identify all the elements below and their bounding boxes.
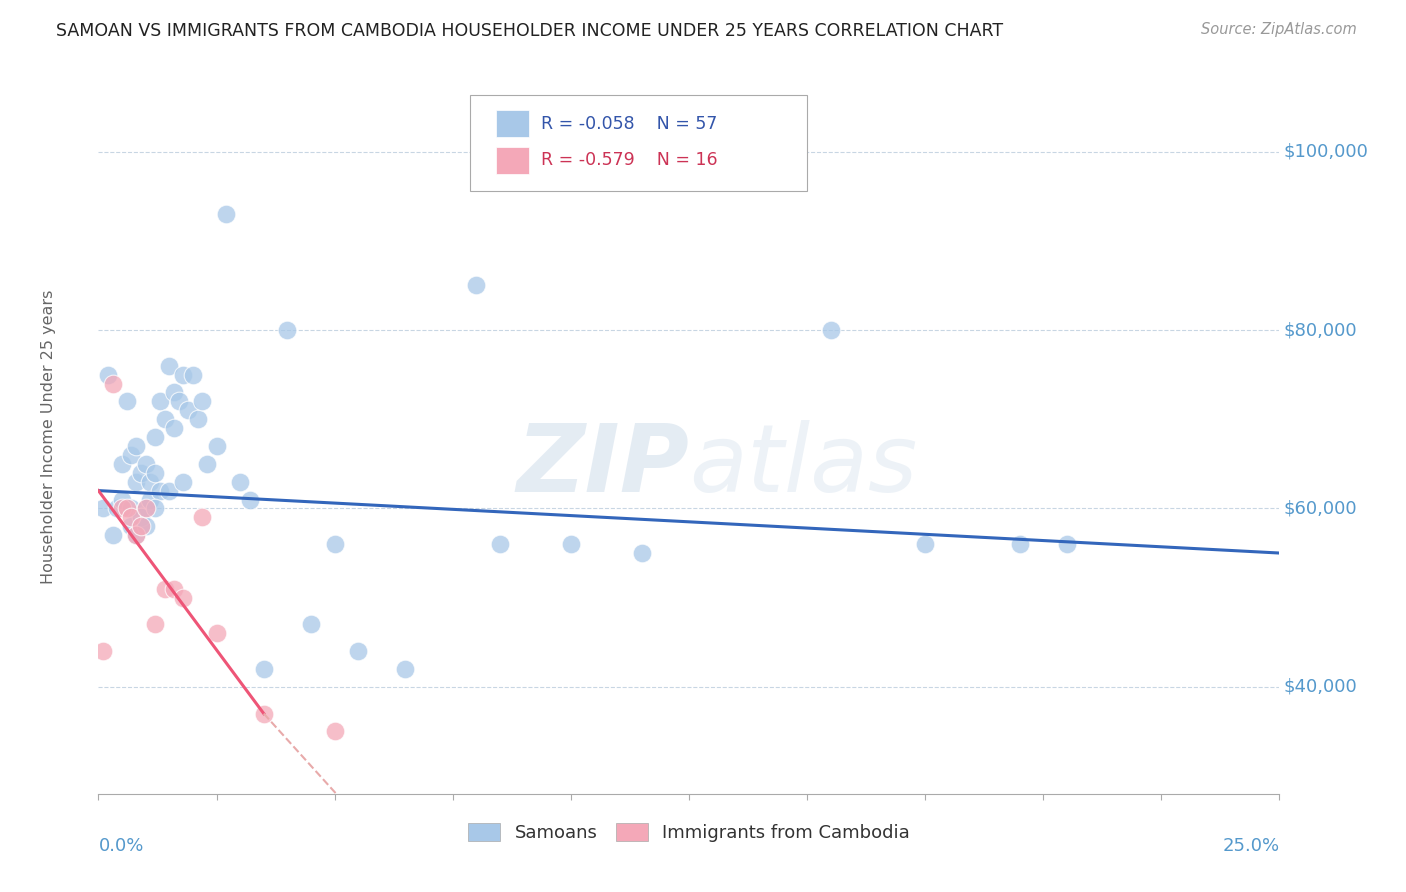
Point [111, 457, 134, 471]
Point [101, 376, 124, 391]
Point [914, 537, 936, 551]
Point [91, 644, 114, 658]
Point [172, 368, 194, 382]
Bar [496, 111, 530, 137]
Point [253, 662, 276, 676]
Point [129, 519, 152, 533]
Point [115, 394, 138, 409]
Point [163, 421, 186, 435]
Text: Householder Income Under 25 years: Householder Income Under 25 years [41, 290, 56, 584]
Point [139, 475, 162, 489]
Point [121, 519, 143, 533]
Point [205, 626, 228, 640]
Point [115, 501, 138, 516]
Point [347, 644, 370, 658]
Point [153, 582, 176, 596]
Point [111, 501, 134, 516]
Point [323, 537, 346, 551]
Point [121, 510, 143, 524]
Point [560, 537, 582, 551]
Text: R = -0.058    N = 57: R = -0.058 N = 57 [541, 115, 717, 133]
Point [157, 359, 180, 373]
Point [135, 519, 157, 533]
Point [125, 528, 148, 542]
Point [253, 706, 276, 721]
Point [125, 475, 148, 489]
Point [97, 368, 120, 382]
Point [489, 537, 512, 551]
Legend: Samoans, Immigrants from Cambodia: Samoans, Immigrants from Cambodia [460, 815, 918, 849]
Text: $40,000: $40,000 [1284, 678, 1357, 696]
Point [630, 546, 652, 560]
Point [465, 278, 488, 293]
Text: SAMOAN VS IMMIGRANTS FROM CAMBODIA HOUSEHOLDER INCOME UNDER 25 YEARS CORRELATION: SAMOAN VS IMMIGRANTS FROM CAMBODIA HOUSE… [56, 22, 1004, 40]
Point [215, 207, 238, 221]
Point [153, 412, 176, 426]
Point [111, 492, 134, 507]
Point [135, 457, 157, 471]
Point [149, 394, 172, 409]
Text: Source: ZipAtlas.com: Source: ZipAtlas.com [1201, 22, 1357, 37]
FancyBboxPatch shape [471, 95, 807, 191]
Point [1056, 537, 1078, 551]
Point [191, 510, 214, 524]
Point [239, 492, 262, 507]
Point [135, 501, 157, 516]
Point [143, 501, 166, 516]
Point [91, 501, 114, 516]
Point [187, 412, 209, 426]
Point [229, 475, 252, 489]
Text: ZIP: ZIP [516, 419, 689, 512]
Text: $80,000: $80,000 [1284, 321, 1357, 339]
Text: R = -0.579    N = 16: R = -0.579 N = 16 [541, 152, 718, 169]
Point [177, 403, 200, 417]
Point [125, 439, 148, 453]
Point [191, 394, 214, 409]
Bar [496, 146, 530, 174]
Point [149, 483, 172, 498]
Point [172, 475, 194, 489]
Point [394, 662, 416, 676]
Point [172, 591, 194, 605]
Text: atlas: atlas [689, 420, 917, 511]
Point [139, 492, 162, 507]
Point [121, 448, 143, 462]
Point [163, 385, 186, 400]
Point [121, 501, 143, 516]
Point [323, 724, 346, 739]
Point [299, 617, 322, 632]
Point [167, 394, 190, 409]
Point [101, 528, 124, 542]
Point [820, 323, 842, 337]
Point [125, 528, 148, 542]
Point [195, 457, 218, 471]
Point [129, 510, 152, 524]
Point [129, 519, 152, 533]
Point [276, 323, 298, 337]
Point [163, 582, 186, 596]
Point [105, 501, 128, 516]
Point [205, 439, 228, 453]
Point [135, 501, 157, 516]
Point [129, 466, 152, 480]
Point [143, 617, 166, 632]
Text: 0.0%: 0.0% [98, 837, 143, 855]
Point [181, 368, 204, 382]
Text: $100,000: $100,000 [1284, 143, 1368, 161]
Point [143, 430, 166, 444]
Text: 25.0%: 25.0% [1222, 837, 1279, 855]
Point [1008, 537, 1031, 551]
Text: $60,000: $60,000 [1284, 500, 1357, 517]
Point [143, 466, 166, 480]
Point [157, 483, 180, 498]
